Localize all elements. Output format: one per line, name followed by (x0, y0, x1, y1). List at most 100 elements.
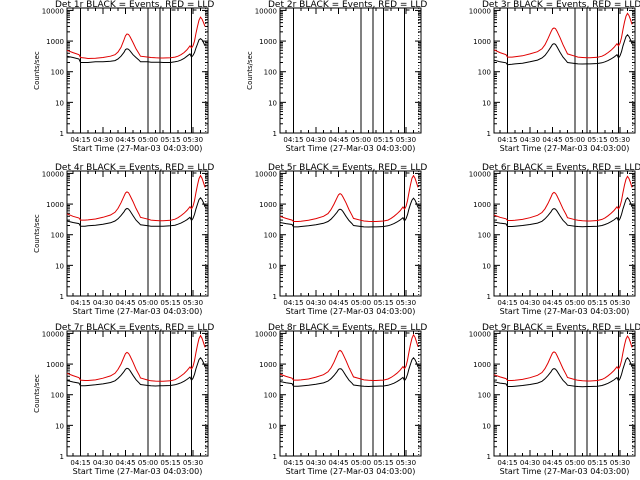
series-line-events (493, 357, 633, 388)
x-tick-label: 04:45 (115, 136, 135, 144)
y-tick-label: 1 (487, 130, 491, 138)
panel-title: Det 2r BLACK = Events, RED = LLD (268, 0, 427, 10)
panel-title: Det 1r BLACK = Events, RED = LLD (55, 0, 214, 10)
x-tick-label: 05:15 (587, 299, 607, 307)
x-tick-label: 05:00 (351, 136, 371, 144)
series-line-events (279, 197, 419, 228)
x-tick-label: 05:30 (610, 136, 630, 144)
x-tick-label: 04:15 (70, 299, 90, 307)
y-tick-label: 100 (51, 69, 64, 77)
y-tick-label: 1000 (46, 201, 64, 209)
series-line-lld (66, 174, 206, 222)
y-tick-label: 1 (487, 453, 491, 461)
x-tick-label: 04:15 (283, 459, 303, 467)
x-tick-label: 05:15 (373, 136, 393, 144)
series-line-events (493, 34, 633, 66)
x-tick-label: 05:30 (183, 136, 203, 144)
series-line-lld (279, 333, 419, 381)
x-tick-label: 05:15 (160, 299, 180, 307)
panel-title: Det 5r BLACK = Events, RED = LLD (268, 163, 427, 173)
plot-frame (279, 330, 422, 457)
y-tick-label: 100 (264, 69, 277, 77)
y-tick-label: 10 (268, 99, 277, 107)
series-line-lld (493, 12, 633, 59)
plot-frame (493, 7, 636, 134)
y-tick-label: 10000 (255, 170, 277, 178)
y-tick-label: 10 (268, 422, 277, 430)
panel-det-8: Det 8r BLACK = Events, RED = LLD 1 10 100 10… (255, 323, 428, 476)
x-tick-label: 05:15 (373, 299, 393, 307)
y-tick-label: 1 (60, 293, 64, 301)
panel-det-5: Det 5r BLACK = Events, RED = LLD 1 10 100 10… (255, 163, 428, 316)
x-tick-label: 04:15 (497, 459, 517, 467)
panel-title: Det 9r BLACK = Events, RED = LLD (482, 323, 640, 333)
x-axis-label: Start Time (27-Mar-03 04:03:00) (73, 307, 203, 316)
x-axis-label: Start Time (27-Mar-03 04:03:00) (500, 307, 630, 316)
y-tick-label: 10000 (42, 7, 64, 15)
series-line-events (279, 357, 419, 388)
panel-det-3: Det 3r BLACK = Events, RED = LLD 1 10 100 10… (469, 0, 640, 153)
x-tick-label: 05:00 (351, 299, 371, 307)
x-tick-label: 04:15 (70, 136, 90, 144)
panel-title: Det 3r BLACK = Events, RED = LLD (482, 0, 640, 10)
x-axis-label: Start Time (27-Mar-03 04:03:00) (286, 307, 416, 316)
x-tick-label: 04:30 (306, 459, 326, 467)
x-tick-label: 05:30 (396, 299, 416, 307)
x-tick-label: 04:45 (542, 136, 562, 144)
x-tick-label: 05:30 (183, 459, 203, 467)
series-line-lld (66, 16, 206, 60)
x-tick-label: 05:00 (138, 459, 158, 467)
y-tick-label: 100 (264, 232, 277, 240)
y-tick-label: 1 (60, 453, 64, 461)
y-tick-label: 10000 (469, 170, 491, 178)
y-tick-label: 100 (51, 232, 64, 240)
series-line-events (66, 37, 206, 63)
x-tick-label: 04:45 (115, 459, 135, 467)
y-axis-label: Counts/sec (33, 374, 41, 413)
series-line-lld (279, 174, 419, 222)
panel-title: Det 8r BLACK = Events, RED = LLD (268, 323, 427, 333)
panel-det-6: Det 6r BLACK = Events, RED = LLD 1 10 100 10… (469, 163, 640, 316)
x-tick-label: 05:00 (565, 459, 585, 467)
y-tick-label: 1000 (473, 38, 491, 46)
x-tick-label: 05:00 (565, 136, 585, 144)
series-line-lld (493, 175, 633, 222)
panel-title: Det 7r BLACK = Events, RED = LLD (55, 323, 214, 333)
y-axis-label: Counts/sec (33, 51, 41, 90)
x-tick-label: 04:15 (283, 299, 303, 307)
y-tick-label: 10 (55, 262, 64, 270)
x-tick-label: 04:15 (497, 299, 517, 307)
panel-title: Det 6r BLACK = Events, RED = LLD (482, 163, 640, 173)
plot-frame (279, 7, 422, 134)
x-axis-label: Start Time (27-Mar-03 04:03:00) (500, 467, 630, 476)
series-line-lld (66, 334, 206, 382)
x-tick-label: 04:45 (328, 299, 348, 307)
y-tick-label: 10000 (42, 170, 64, 178)
series-line-events (66, 357, 206, 387)
x-tick-label: 05:00 (138, 299, 158, 307)
y-tick-label: 10 (482, 99, 491, 107)
series-line-lld (493, 335, 633, 382)
x-tick-label: 04:30 (306, 299, 326, 307)
x-tick-label: 04:45 (115, 299, 135, 307)
y-tick-label: 10000 (255, 7, 277, 15)
x-tick-label: 04:15 (283, 136, 303, 144)
y-tick-label: 1 (60, 130, 64, 138)
x-tick-label: 04:45 (328, 136, 348, 144)
x-tick-label: 05:15 (160, 459, 180, 467)
x-axis-label: Start Time (27-Mar-03 04:03:00) (286, 467, 416, 476)
y-tick-label: 100 (478, 232, 491, 240)
x-tick-label: 04:30 (520, 136, 540, 144)
panel-det-1: Det 1r BLACK = Events, RED = LLD 1 10 100 10… (33, 0, 214, 153)
y-tick-label: 10000 (469, 330, 491, 338)
plot-frame (493, 170, 636, 297)
x-tick-label: 05:15 (587, 459, 607, 467)
x-tick-label: 05:00 (565, 299, 585, 307)
x-tick-label: 05:15 (160, 136, 180, 144)
y-tick-label: 100 (51, 392, 64, 400)
y-tick-label: 10000 (42, 330, 64, 338)
y-tick-label: 1000 (259, 38, 277, 46)
x-axis-label: Start Time (27-Mar-03 04:03:00) (286, 144, 416, 153)
x-tick-label: 05:30 (396, 136, 416, 144)
